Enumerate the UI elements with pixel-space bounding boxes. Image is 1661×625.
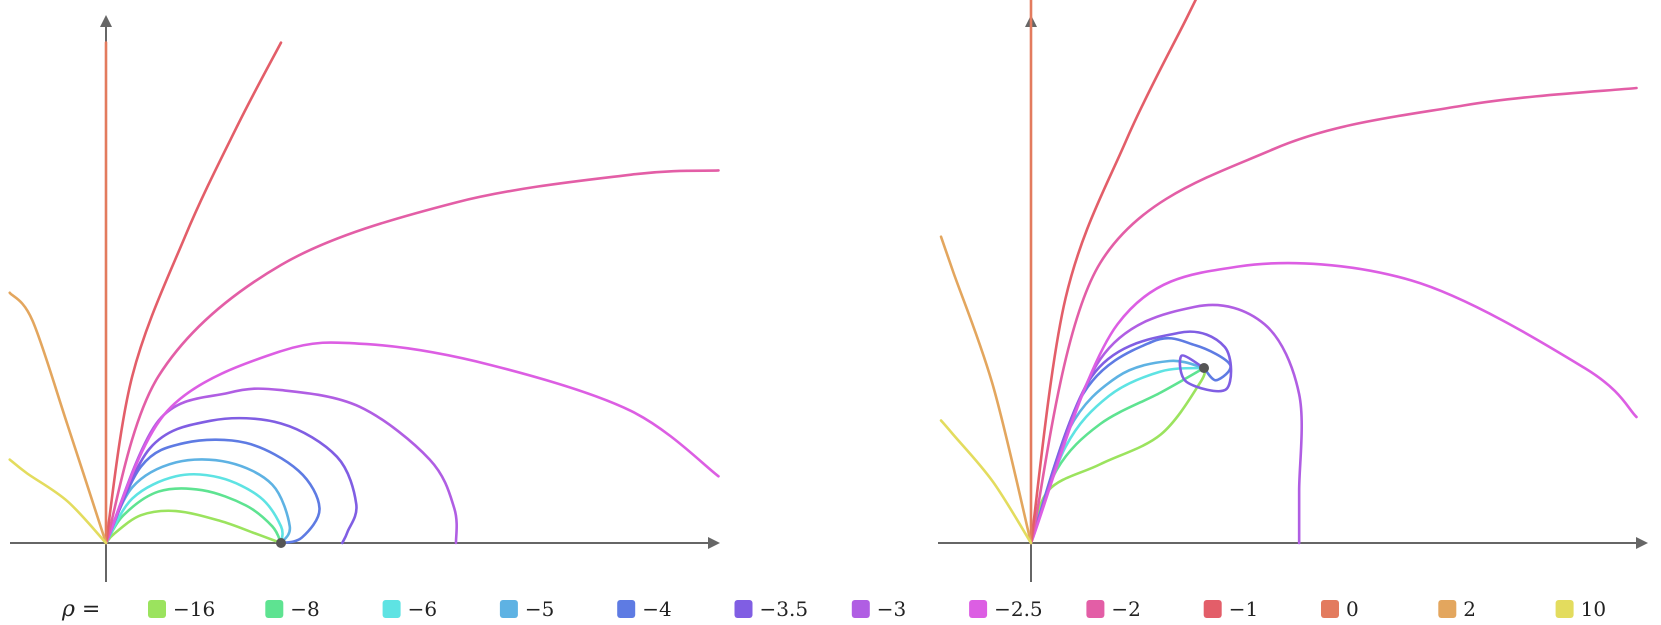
legend-swatch	[1438, 600, 1457, 618]
legend-swatch	[1321, 600, 1339, 618]
right-panel	[938, 0, 1648, 582]
curve-rho-minus-8	[104, 487, 283, 545]
legend-label: −8	[290, 597, 319, 621]
curve-rho-2	[939, 235, 1033, 545]
legend-label: −4	[642, 597, 671, 621]
legend-swatch	[969, 600, 988, 618]
marked-point	[1199, 363, 1209, 373]
curve-rho-minus-2.5	[104, 341, 720, 545]
legend: ρ = −16 −8 −6 −5 −4 −3.5 −3 −2.5 −2 −1 0 2 10	[61, 597, 1606, 622]
legend-swatch	[148, 600, 166, 618]
curve-rho-2	[8, 291, 108, 545]
legend-swatch	[851, 600, 870, 618]
curve-rho-minus-1	[1029, 0, 1198, 545]
legend-label: 2	[1463, 597, 1476, 621]
legend-swatch	[265, 600, 284, 618]
legend-label: 0	[1346, 597, 1359, 621]
legend-label: −16	[173, 597, 215, 621]
legend-label: −3	[877, 597, 906, 621]
curve-rho-10	[8, 458, 108, 545]
curve-rho-minus-2	[1029, 86, 1638, 545]
x-axis-arrow	[708, 537, 720, 549]
legend-title: ρ =	[61, 597, 100, 622]
curve-rho-minus-5	[104, 458, 292, 545]
curve-rho-minus-2.5	[1029, 261, 1638, 545]
legend-swatch	[1203, 600, 1222, 618]
legend-swatch	[617, 600, 636, 618]
legend-label: −6	[408, 597, 437, 621]
legend-swatch	[499, 600, 518, 618]
curve-rho-minus-1	[104, 41, 283, 545]
x-axis-arrow	[1636, 537, 1648, 549]
curve-rho-minus-2	[104, 169, 720, 545]
legend-label: −2.5	[994, 597, 1043, 621]
y-axis-arrow	[100, 15, 112, 27]
marked-point	[276, 538, 286, 548]
legend-label: −5	[525, 597, 554, 621]
curve-rho-10	[939, 419, 1033, 545]
curve-rho-minus-16	[104, 509, 283, 545]
left-panel	[8, 15, 720, 582]
curve-rho-minus-6	[104, 472, 284, 545]
curve-rho-minus-5	[1029, 359, 1206, 545]
legend-label: 10	[1581, 597, 1606, 621]
curve-rho-minus-3	[104, 387, 458, 545]
legend-label: −1	[1229, 597, 1258, 621]
legend-swatch	[1086, 600, 1105, 618]
curve-rho-minus-3.5	[1029, 330, 1233, 545]
curve-rho-minus-3.5	[104, 416, 358, 545]
legend-label: −2	[1111, 597, 1140, 621]
curve-rho-minus-4	[104, 438, 321, 545]
legend-label: −3.5	[760, 597, 809, 621]
legend-swatch	[382, 600, 401, 618]
legend-swatch	[734, 600, 753, 618]
legend-swatch	[1555, 600, 1574, 618]
